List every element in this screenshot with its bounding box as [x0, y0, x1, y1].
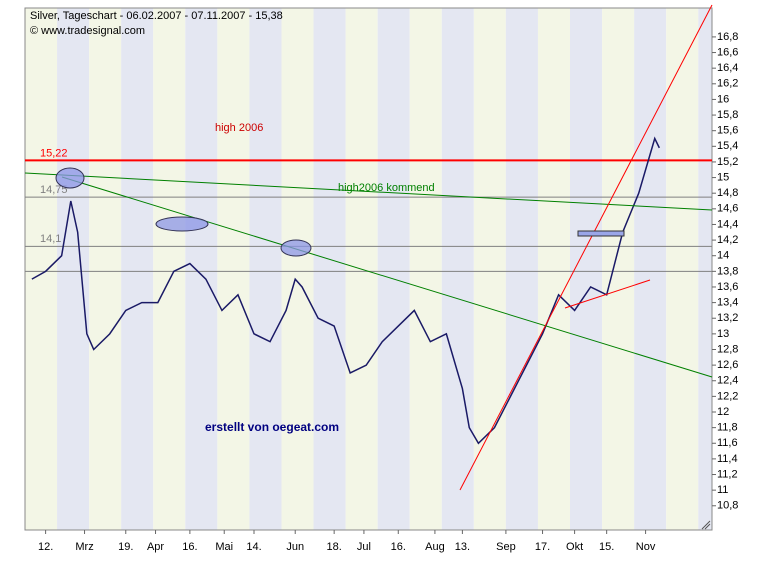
x-tick-label: 14. — [246, 541, 261, 553]
y-tick-label: 15,4 — [717, 140, 738, 152]
y-tick-label: 16,4 — [717, 62, 738, 74]
trend-line — [459, 4, 713, 491]
background-stripe — [698, 8, 712, 530]
y-tick-label: 16 — [717, 93, 729, 105]
y-tick-label: 11,8 — [717, 422, 738, 434]
background-stripe — [602, 8, 635, 530]
x-tick-label: Nov — [636, 541, 656, 553]
trend-line — [564, 279, 651, 309]
y-tick-label: 11,6 — [717, 437, 738, 449]
background-stripe — [153, 8, 186, 530]
price-line — [31, 136, 661, 445]
y-tick-label: 14,6 — [717, 203, 738, 215]
x-tick-label: 17. — [535, 541, 550, 553]
background-stripe — [185, 8, 218, 530]
y-tick-label: 16,6 — [717, 46, 738, 58]
y-tick-label: 12,2 — [717, 390, 738, 402]
x-tick-label: 13. — [455, 541, 470, 553]
background-stripe — [537, 8, 571, 530]
y-tick-label: 13,6 — [717, 281, 738, 293]
y-tick-label: 13,2 — [717, 312, 738, 324]
annotation: erstellt von oegeat.com — [205, 420, 339, 434]
y-tick-label: 16,8 — [717, 31, 738, 43]
x-tick-label: Aug — [425, 541, 445, 553]
x-tick-label: 15. — [599, 541, 614, 553]
x-tick-label: Jun — [286, 541, 304, 553]
background-stripe — [666, 8, 699, 530]
x-tick-label: 19. — [118, 541, 133, 553]
ellipse-marker — [280, 239, 312, 257]
y-tick-label: 10,8 — [717, 500, 738, 512]
level-label: 15,22 — [40, 147, 68, 159]
background-stripe — [121, 8, 154, 530]
y-tick-label: 15,2 — [717, 156, 738, 168]
y-tick-label: 12,8 — [717, 343, 738, 355]
y-tick-label: 13,4 — [717, 297, 738, 309]
trend-line — [24, 172, 713, 211]
level-label: 14,1 — [40, 233, 61, 245]
background-stripe — [505, 8, 538, 530]
y-tick-label: 14,8 — [717, 187, 738, 199]
ellipse-marker — [155, 216, 209, 232]
y-tick-label: 14 — [717, 250, 729, 262]
background-stripe — [57, 8, 90, 530]
trend-line — [61, 176, 713, 378]
x-tick-label: Apr — [147, 541, 164, 553]
y-tick-label: 15,8 — [717, 109, 738, 121]
y-tick-label: 11,4 — [717, 453, 738, 465]
ellipse-marker — [55, 167, 85, 189]
background-stripe — [25, 8, 58, 530]
x-tick-label: 16. — [182, 541, 197, 553]
y-tick-label: 11 — [717, 484, 728, 496]
x-tick-label: 16. — [391, 541, 406, 553]
subtitle: © www.tradesignal.com — [30, 25, 145, 37]
x-tick-label: Sep — [496, 541, 516, 553]
y-tick-label: 15,6 — [717, 125, 738, 137]
y-tick-label: 15 — [717, 171, 729, 183]
background-stripe — [249, 8, 282, 530]
x-tick-label: 18. — [327, 541, 342, 553]
plot-frame — [24, 7, 713, 531]
background-stripe — [473, 8, 506, 530]
x-tick-label: Mrz — [75, 541, 93, 553]
background-stripe — [89, 8, 122, 530]
level-label: 14,75 — [40, 184, 68, 196]
y-tick-label: 14,2 — [717, 234, 738, 246]
background-stripe — [441, 8, 474, 530]
x-tick-label: Okt — [566, 541, 583, 553]
y-tick-label: 11,2 — [717, 468, 738, 480]
y-tick-label: 16,2 — [717, 78, 738, 90]
annotation: high2006 kommend — [338, 182, 435, 194]
x-tick-label: Mai — [215, 541, 233, 553]
chart-title: Silver, Tageschart - 06.02.2007 - 07.11.… — [30, 10, 283, 22]
background-stripe — [217, 8, 250, 530]
y-tick-label: 13,8 — [717, 265, 738, 277]
background-stripe — [313, 8, 346, 530]
resize-grip — [701, 520, 711, 530]
y-tick-label: 14,4 — [717, 218, 738, 230]
background-stripe — [281, 8, 314, 530]
y-tick-label: 12,6 — [717, 359, 738, 371]
box-marker — [577, 230, 625, 237]
x-tick-label: 12. — [38, 541, 53, 553]
x-tick-label: Jul — [357, 541, 371, 553]
background-stripe — [377, 8, 410, 530]
annotation: high 2006 — [215, 122, 263, 134]
background-stripe — [409, 8, 442, 530]
background-stripe — [634, 8, 667, 530]
y-tick-label: 12 — [717, 406, 729, 418]
y-tick-label: 12,4 — [717, 375, 738, 387]
y-tick-label: 13 — [717, 328, 729, 340]
